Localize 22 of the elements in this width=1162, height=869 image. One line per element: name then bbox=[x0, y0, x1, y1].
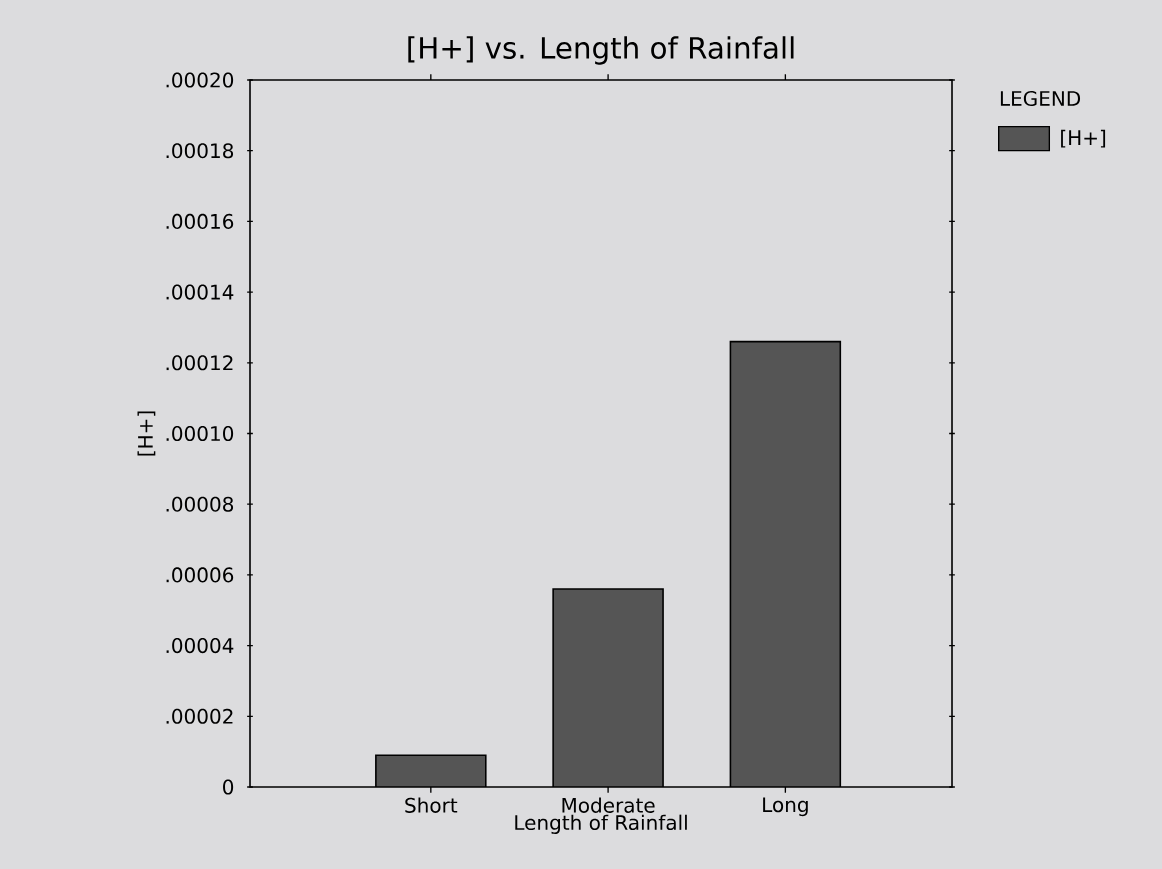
y-tick-label: .00010 bbox=[166, 425, 234, 442]
y-tick-label: .00018 bbox=[166, 143, 234, 159]
y-tick-label: .00006 bbox=[166, 567, 234, 583]
bar bbox=[375, 754, 487, 787]
x-tick-label: Long bbox=[763, 797, 808, 817]
legend-label: [H+] bbox=[1061, 129, 1106, 148]
bar bbox=[552, 588, 664, 787]
x-tick-label: Short bbox=[405, 797, 458, 813]
y-tick-label: .00014 bbox=[166, 284, 234, 300]
legend-title: LEGEND bbox=[1000, 90, 1081, 107]
y-tick-label: .00016 bbox=[166, 213, 234, 229]
bar bbox=[729, 340, 842, 787]
y-tick-label: 0 bbox=[223, 779, 234, 795]
y-tick-label: .00004 bbox=[166, 638, 234, 654]
y-tick-label: .00008 bbox=[166, 496, 234, 512]
chart-title: [H+] vs. Length of Rainfall bbox=[408, 36, 794, 65]
y-tick-label: .00020 bbox=[166, 72, 234, 88]
y-axis-title: [H+] bbox=[137, 411, 156, 456]
x-tick-label: Moderate bbox=[562, 797, 655, 813]
x-axis-title: Length of Rainfall bbox=[515, 814, 687, 834]
y-tick-label: .00012 bbox=[166, 355, 233, 371]
y-tick-label: .00002 bbox=[166, 708, 233, 724]
